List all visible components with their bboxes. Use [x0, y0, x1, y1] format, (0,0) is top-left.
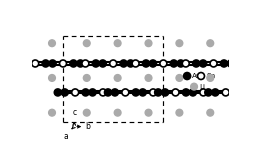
Circle shape	[99, 60, 106, 67]
Circle shape	[162, 89, 169, 96]
Circle shape	[176, 109, 183, 116]
Circle shape	[184, 73, 190, 80]
Text: Li: Li	[199, 84, 205, 90]
Circle shape	[114, 75, 121, 81]
Text: Sn: Sn	[206, 73, 215, 79]
Circle shape	[182, 89, 189, 96]
Circle shape	[110, 60, 117, 67]
Circle shape	[82, 89, 89, 96]
Circle shape	[150, 89, 157, 96]
Circle shape	[210, 60, 217, 67]
Circle shape	[59, 60, 67, 67]
Circle shape	[83, 109, 90, 116]
Circle shape	[176, 40, 183, 47]
Circle shape	[172, 89, 179, 96]
Circle shape	[114, 109, 121, 116]
Circle shape	[49, 60, 56, 67]
Text: c: c	[72, 108, 76, 117]
Circle shape	[200, 89, 207, 96]
Circle shape	[149, 60, 156, 67]
Circle shape	[132, 60, 139, 67]
Circle shape	[132, 89, 139, 96]
Circle shape	[182, 60, 189, 67]
Circle shape	[100, 89, 106, 96]
Circle shape	[177, 60, 184, 67]
Circle shape	[176, 75, 183, 81]
Circle shape	[112, 89, 118, 96]
Circle shape	[83, 75, 90, 81]
Circle shape	[207, 40, 214, 47]
Circle shape	[32, 60, 39, 67]
Circle shape	[212, 89, 219, 96]
Circle shape	[49, 40, 55, 47]
Circle shape	[120, 60, 127, 67]
Circle shape	[77, 60, 84, 67]
Circle shape	[54, 89, 61, 96]
Circle shape	[49, 75, 55, 81]
Circle shape	[160, 60, 167, 67]
Circle shape	[227, 60, 234, 67]
Circle shape	[220, 60, 227, 67]
Circle shape	[207, 75, 214, 81]
Text: a: a	[63, 132, 68, 141]
Circle shape	[170, 60, 177, 67]
Circle shape	[222, 89, 229, 96]
Text: b: b	[86, 122, 90, 131]
Circle shape	[89, 89, 96, 96]
Circle shape	[92, 60, 99, 67]
Circle shape	[70, 60, 77, 67]
Circle shape	[155, 89, 162, 96]
Circle shape	[205, 89, 212, 96]
Circle shape	[122, 89, 129, 96]
Circle shape	[142, 60, 149, 67]
Circle shape	[191, 83, 197, 90]
Circle shape	[145, 75, 152, 81]
Circle shape	[127, 60, 134, 67]
Circle shape	[104, 89, 112, 96]
Circle shape	[207, 109, 214, 116]
Circle shape	[139, 89, 146, 96]
Circle shape	[200, 60, 207, 67]
Circle shape	[114, 40, 121, 47]
Circle shape	[61, 89, 68, 96]
Circle shape	[193, 60, 200, 67]
Circle shape	[145, 40, 152, 47]
Circle shape	[189, 89, 196, 96]
Circle shape	[82, 60, 89, 67]
Text: Au: Au	[192, 73, 202, 79]
Circle shape	[145, 109, 152, 116]
Circle shape	[83, 40, 90, 47]
Circle shape	[72, 89, 79, 96]
Circle shape	[198, 73, 204, 80]
Circle shape	[42, 60, 49, 67]
Circle shape	[49, 109, 55, 116]
